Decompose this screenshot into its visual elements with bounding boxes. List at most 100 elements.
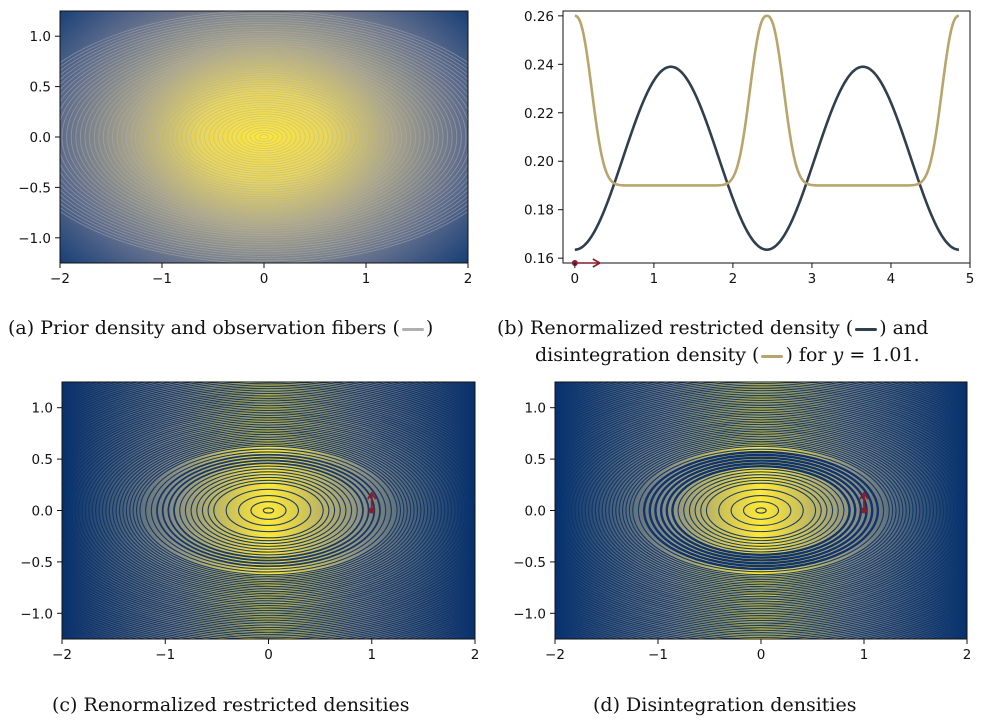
density-contour [555,403,967,618]
x-tick-label: 3 [808,271,817,287]
fiber-ellipse [217,113,311,161]
density-contour [125,438,412,583]
density-contour [122,437,415,584]
panel-d-contours [555,382,967,639]
x-tick-label: −1 [152,271,172,287]
caption-d-text: Disintegration densities [626,694,857,716]
x-tick-label: 5 [966,271,975,287]
density-contour [671,465,851,556]
density-contour [694,476,828,545]
fiber-ellipse [139,74,389,200]
tangent-arrow-head [367,491,377,500]
fiber-ellipse [259,134,269,140]
fiber-ellipse [208,109,320,165]
restricted-legend-swatch [855,327,878,331]
density-contour [62,392,475,629]
panel-d-ticks: −2 −1 0 1 2 −1.0 −0.5 0.0 0.5 1.0 [513,401,971,663]
fiber-ellipse [89,49,439,225]
density-contour [62,389,475,632]
fiber-ellipse [102,56,426,218]
density-contour [555,389,967,632]
density-contour [201,476,336,545]
density-contour [62,386,475,635]
density-contour [207,479,330,542]
y-tick-label: −1.0 [513,606,546,622]
density-contour [62,394,475,627]
density-contour [129,440,408,581]
fiber-ellipse [185,97,343,177]
x-tick-label: 0 [757,647,766,663]
y-tick-label: 0.18 [524,203,554,219]
fiber-ellipse [222,115,306,159]
panel-c-ticks: −2 −1 0 1 2 −1.0 −0.5 0.0 0.5 1.0 [20,401,479,663]
density-contour [167,459,370,562]
y-tick-label: 1.0 [30,29,51,45]
density-contour [628,444,894,577]
panel-a-ticks: −2 −1 0 1 2 −1.0 −0.5 0.0 0.5 1.0 [18,29,472,287]
density-contour [105,428,432,593]
density-contour [139,445,398,576]
fiber-ellipse [60,12,468,262]
density-contour [588,423,934,598]
fiber-ellipse [60,21,468,253]
density-contour [555,393,967,628]
density-contour [659,459,863,562]
y-tick-label: 1.0 [32,401,53,417]
fiber-ellipse [60,33,468,241]
density-contour [618,439,904,582]
fiber-ellipse [84,47,444,227]
density-contour [730,495,792,526]
density-contour [179,465,358,556]
fiber-ellipse [116,63,412,211]
density-contour [574,416,948,605]
y-tick-label: 0.0 [525,504,546,520]
caption-b-line2-tail: ) for [785,344,827,366]
density-contour [581,420,941,601]
density-contour [637,448,885,573]
x-tick-label: 1 [367,647,376,663]
density-contour [156,453,381,568]
fiber-ellipse [203,106,325,168]
density-contour [145,448,392,573]
y-tick-label: 0.0 [32,504,53,520]
caption-c-text: Renormalized restricted densities [83,694,410,716]
density-contour [112,432,425,589]
fiber-ellipse [144,76,384,198]
y-tick-label: 0.24 [524,57,554,73]
caption-c-label: (c) [52,694,78,716]
density-contour [81,416,456,605]
density-contour [238,494,299,527]
density-contour [62,404,475,617]
density-contour [555,386,967,635]
density-contour [615,437,907,584]
fiber-ellipse [130,70,398,204]
density-contour [118,435,419,586]
density-contour [555,391,967,630]
x-tick-label: 2 [464,271,473,287]
x-tick-label: −1 [648,647,668,663]
x-tick-label: 1 [362,271,371,287]
y-tick-label: 0.22 [524,106,554,122]
fiber-ellipse [158,83,370,191]
x-tick-label: −1 [155,647,175,663]
fiber-ellipse [167,88,361,186]
density-contour [665,462,857,559]
density-contour [755,507,767,514]
x-tick-label: 2 [471,647,480,663]
panel-b-plot [571,14,960,268]
density-contour [555,405,967,616]
density-contour [555,399,967,622]
density-contour [62,387,475,634]
fiber-ellipse [199,104,329,170]
panel-c-marker [367,491,377,514]
density-contour [642,450,880,571]
fiber-ellipse [93,51,435,223]
density-contour [71,411,466,610]
density-contour [91,421,446,600]
caption-d: (d) Disintegration densities [593,692,856,719]
density-contour [555,388,967,633]
fiber-ellipse [231,120,297,154]
y-tick-label: −0.5 [18,180,51,196]
y-tick-label: −1.0 [20,606,53,622]
fiber-ellipse [75,42,453,232]
